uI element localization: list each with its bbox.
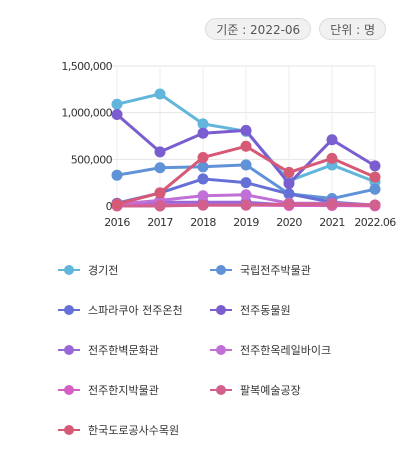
data-point[interactable] (197, 161, 209, 173)
x-axis-tick-labels: 2016 2017 2018 2019 2020 2021 2022.06 (104, 216, 397, 229)
data-point[interactable] (197, 199, 209, 211)
base-date-badge: 기준 : 2022-06 (205, 18, 312, 40)
y-tick-label: 500,000 (71, 153, 113, 166)
data-point[interactable] (154, 162, 166, 174)
legend-item[interactable]: 한국도로공사수목원 (58, 410, 210, 450)
data-point[interactable] (369, 183, 381, 195)
legend-item[interactable]: 전주한옥레일바이크 (210, 330, 362, 370)
data-point[interactable] (240, 177, 252, 189)
data-point[interactable] (154, 146, 166, 158)
data-point[interactable] (283, 166, 295, 178)
x-tick-label: 2022.06 (354, 216, 396, 229)
series-8 (111, 198, 381, 212)
data-point[interactable] (154, 187, 166, 199)
x-tick-label: 2020 (276, 216, 302, 229)
y-tick-label: 1,000,000 (61, 107, 112, 120)
legend-label: 전주한옥레일바이크 (240, 344, 332, 357)
data-point[interactable] (111, 198, 123, 210)
legend-label: 전주한벽문화관 (88, 344, 159, 357)
legend-swatch-icon (58, 265, 80, 275)
x-tick-label: 2016 (104, 216, 130, 229)
data-point[interactable] (369, 160, 381, 172)
series-4 (111, 109, 381, 190)
legend-label: 스파라쿠아 전주온천 (88, 304, 183, 317)
data-point[interactable] (283, 178, 295, 190)
data-point[interactable] (154, 200, 166, 212)
data-point[interactable] (283, 198, 295, 210)
legend-label: 국립전주박물관 (240, 264, 311, 277)
legend-swatch-icon (58, 345, 80, 355)
y-axis-tick-labels: 0 500,000 1,000,000 1,500,000 (61, 60, 113, 213)
legend-swatch-icon (210, 385, 232, 395)
legend-item[interactable]: 국립전주박물관 (210, 250, 362, 290)
legend-swatch-icon (210, 305, 232, 315)
legend-swatch-icon (210, 345, 232, 355)
legend-item[interactable]: 팔복예술공장 (210, 370, 362, 410)
data-point[interactable] (111, 169, 123, 181)
data-point[interactable] (369, 171, 381, 183)
data-point[interactable] (111, 98, 123, 110)
legend-label: 경기전 (88, 264, 119, 277)
series-9 (111, 140, 381, 210)
data-point[interactable] (369, 199, 381, 211)
data-point[interactable] (154, 88, 166, 100)
legend-item[interactable]: 전주한지박물관 (58, 370, 210, 410)
x-tick-label: 2019 (233, 216, 259, 229)
data-point[interactable] (197, 151, 209, 163)
data-point[interactable] (326, 134, 338, 146)
legend-item[interactable]: 전주동물원 (210, 290, 362, 330)
data-point[interactable] (283, 188, 295, 200)
legend-swatch-icon (58, 385, 80, 395)
legend-swatch-icon (58, 425, 80, 435)
data-point[interactable] (240, 124, 252, 136)
y-tick-label: 1,500,000 (61, 60, 112, 73)
data-point[interactable] (240, 189, 252, 201)
data-point[interactable] (111, 109, 123, 121)
legend-label: 팔복예술공장 (240, 384, 301, 397)
legend-swatch-icon (58, 305, 80, 315)
x-tick-label: 2018 (190, 216, 216, 229)
legend-label: 한국도로공사수목원 (88, 424, 180, 437)
y-tick-label: 0 (106, 200, 113, 213)
data-point[interactable] (326, 198, 338, 210)
data-point[interactable] (197, 173, 209, 185)
series-layer (111, 88, 381, 212)
unit-badge: 단위 : 명 (319, 18, 386, 40)
data-point[interactable] (240, 140, 252, 152)
data-point[interactable] (240, 159, 252, 171)
data-point[interactable] (326, 152, 338, 164)
data-point[interactable] (197, 127, 209, 139)
legend-label: 전주한지박물관 (88, 384, 159, 397)
data-point[interactable] (197, 118, 209, 130)
data-point[interactable] (197, 190, 209, 202)
legend-label: 전주동물원 (240, 304, 291, 317)
header-badges: 기준 : 2022-06 단위 : 명 (205, 18, 386, 40)
legend-item[interactable]: 스파라쿠아 전주온천 (58, 290, 210, 330)
x-tick-label: 2021 (319, 216, 345, 229)
legend-item[interactable]: 경기전 (58, 250, 210, 290)
data-point[interactable] (240, 199, 252, 211)
x-tick-label: 2017 (147, 216, 173, 229)
legend-swatch-icon (210, 265, 232, 275)
legend-item[interactable]: 전주한벽문화관 (58, 330, 210, 370)
